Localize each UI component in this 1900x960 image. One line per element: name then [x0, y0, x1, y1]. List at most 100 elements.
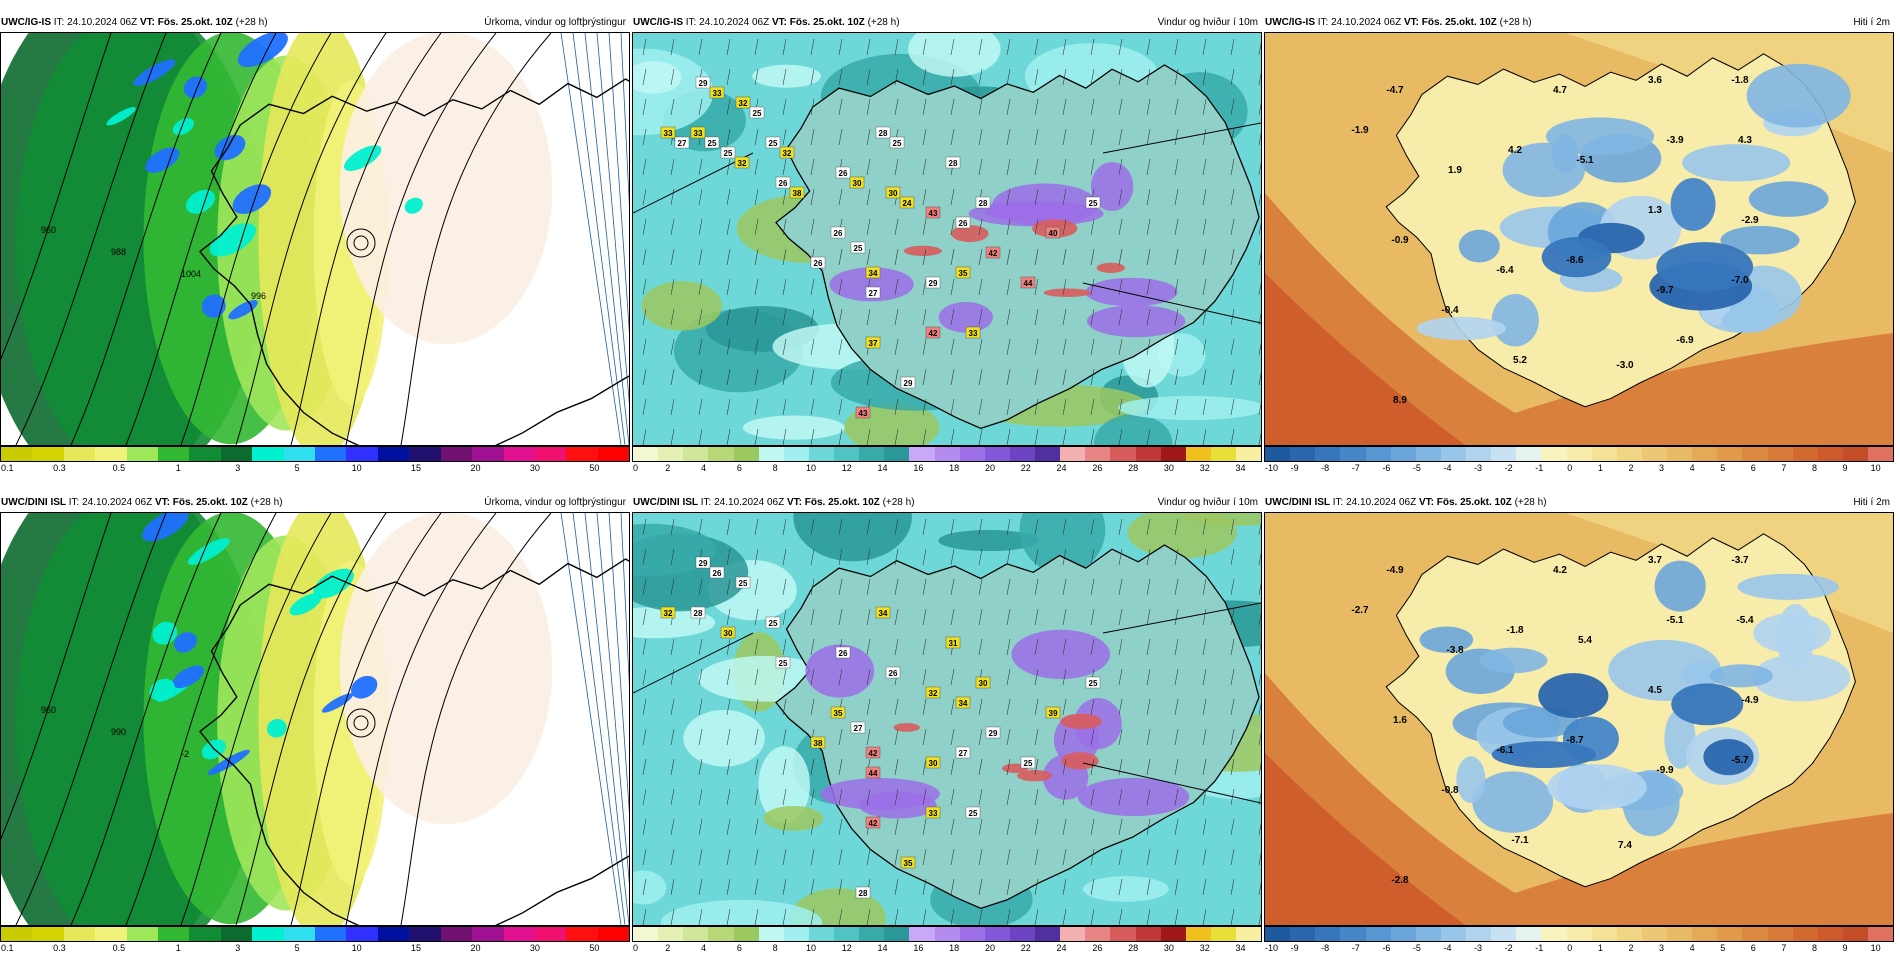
wind-speed-field — [633, 61, 682, 94]
wind-arrow — [642, 518, 647, 536]
wind-arrow — [838, 548, 843, 566]
gust-label: 30 — [925, 756, 941, 769]
isobar-line — [1, 513, 112, 841]
wind-arrow — [1034, 758, 1039, 776]
precip-field — [339, 513, 553, 825]
colorbar-swatch — [1440, 927, 1466, 941]
wind-arrow — [754, 308, 759, 326]
isobar-line — [345, 513, 497, 925]
wind-arrow — [1034, 818, 1039, 836]
extreme-gust-area — [893, 723, 920, 732]
colorbar-swatch — [1692, 447, 1718, 461]
wind-arrow — [1090, 758, 1095, 776]
colorbar-swatch — [1009, 447, 1035, 461]
cold-field — [1502, 142, 1586, 198]
vt-label: VT: — [154, 497, 170, 508]
colorbar-tick-label: 12 — [841, 463, 852, 473]
mild-sea-field — [1565, 513, 1893, 633]
gust-label-box — [695, 556, 711, 569]
wind-arrow — [1062, 308, 1067, 326]
wind-arrow — [838, 98, 843, 116]
warm-sea-field — [1265, 673, 1893, 925]
wind-arrow — [726, 848, 731, 866]
isobar-line — [15, 513, 167, 925]
wind-arrow — [1146, 428, 1151, 445]
wind-arrow — [782, 548, 787, 566]
wind-arrow — [1006, 908, 1011, 925]
colorbar-ticks: 0.1 0.3 0.5 1 3 5 10 15 20 30 50 — [0, 463, 630, 475]
wind-arrow — [1006, 608, 1011, 626]
wind-arrow — [950, 398, 955, 416]
wind-arrow — [1146, 158, 1151, 176]
colorbar-tick-label: 7 — [1781, 463, 1787, 473]
gust-label-box — [850, 721, 866, 734]
wind-arrow — [1006, 248, 1011, 266]
low-pressure-core — [353, 715, 369, 731]
product-title: Úrkoma, vindur og loftþrýstingur — [484, 497, 626, 508]
gust-label: 34 — [955, 696, 971, 709]
cold-field — [1456, 756, 1486, 804]
gust-label: 27 — [865, 286, 881, 299]
isobar-line — [290, 33, 442, 445]
gust-label-box — [945, 636, 961, 649]
wind-arrow — [1146, 398, 1151, 416]
wind-arrow — [670, 38, 675, 56]
wind-arrow — [726, 518, 731, 536]
wind-arrow — [642, 68, 647, 86]
wind-arrow — [698, 308, 703, 326]
isobar-line — [290, 513, 442, 925]
colorbar-tick-label: 10 — [351, 463, 362, 473]
gust-label-box — [985, 246, 1001, 259]
wind-arrow — [894, 578, 899, 596]
gust-label-box — [889, 136, 905, 149]
wind-arrow — [922, 758, 927, 776]
gust-value: 25 — [1024, 759, 1033, 768]
wind-arrow — [978, 248, 983, 266]
wind-arrow — [1006, 278, 1011, 296]
wind-arrow — [978, 308, 983, 326]
gust-value: 27 — [678, 139, 687, 148]
cold-field — [1458, 229, 1500, 263]
gust-label: 34 — [875, 606, 891, 619]
gust-label-box — [835, 166, 851, 179]
colorbar-swatch — [884, 447, 910, 461]
strong-gust-area — [829, 267, 914, 302]
wind-arrow — [642, 308, 647, 326]
wind-arrow — [642, 248, 647, 266]
wind-arrow — [1174, 638, 1179, 656]
it-value: 24.10.2024 06Z — [82, 497, 153, 508]
colorbar-swatch — [1817, 447, 1843, 461]
wind-arrow — [670, 668, 675, 686]
precip-map: 960 988 1004 996 — [0, 32, 630, 446]
gust-label: 27 — [955, 746, 971, 759]
vt-value: Fös. 25.okt. 10Z — [1421, 17, 1497, 28]
map-layer: 960 988 1004 996 — [1, 33, 629, 445]
colorbar-tick-label: -3 — [1474, 463, 1483, 473]
wind-arrow — [1174, 398, 1179, 416]
wind-arrow — [950, 668, 955, 686]
colorbar-tick-label: 15 — [411, 463, 422, 473]
gust-label: 28 — [875, 126, 891, 139]
colorbar-tick-label: 14 — [877, 943, 888, 953]
wind-arrow — [642, 728, 647, 746]
colorbar-ticks: -10 -9 -8 -7 -6 -5 -4 -3 -2 -1 0 1 2 3 4 5 6 7 8 9 10 — [1264, 943, 1894, 955]
wind-arrow — [1034, 428, 1039, 445]
wind-arrow — [810, 758, 815, 776]
wind-arrow — [1174, 848, 1179, 866]
wind-arrow — [670, 638, 675, 656]
colorbar-tick-label: -1 — [1535, 463, 1544, 473]
gust-value: 25 — [969, 809, 978, 818]
gust-label-box — [850, 241, 866, 254]
wind-arrow — [950, 908, 955, 925]
gust-label-box — [925, 686, 941, 699]
colorbar-swatch — [597, 447, 630, 461]
wind-arrow — [838, 908, 843, 925]
wind-arrow — [1118, 98, 1123, 116]
gust-label: 42 — [985, 246, 1001, 259]
colorbar-swatch — [252, 927, 284, 941]
cold-field — [1748, 181, 1829, 217]
heavy-precip-cell — [267, 718, 287, 738]
colorbar-tick-label: 30 — [1163, 463, 1174, 473]
wind-arrow — [754, 248, 759, 266]
colorbar-ticks: 0 2 4 6 8 10 12 14 16 18 20 22 24 26 28 30 32 34 — [632, 463, 1262, 475]
